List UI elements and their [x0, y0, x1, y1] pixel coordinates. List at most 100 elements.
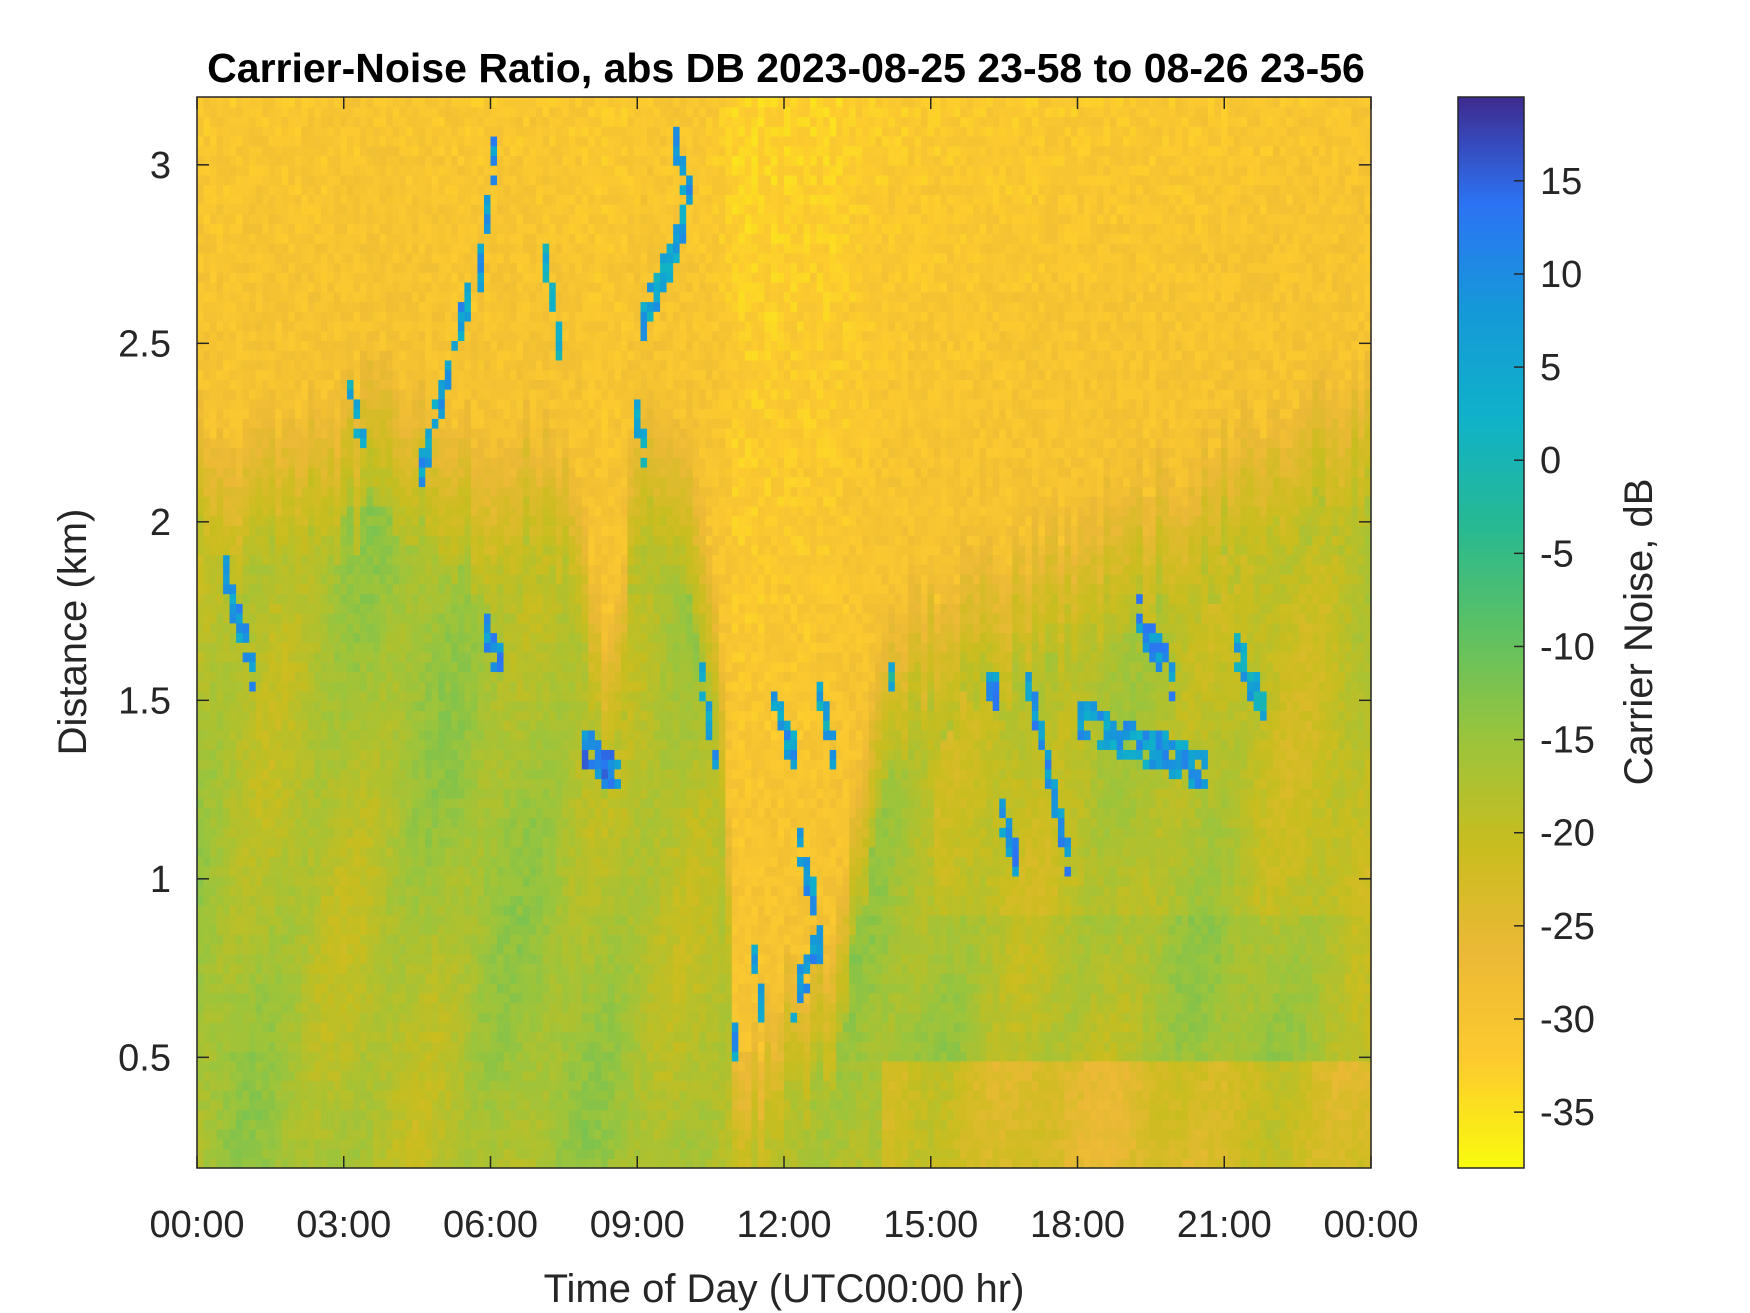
heatmap-cell [425, 827, 433, 838]
heatmap-cell [438, 632, 446, 643]
heatmap-cell [418, 622, 426, 634]
heatmap-cell [236, 1148, 244, 1159]
heatmap-cell [425, 817, 433, 828]
heatmap-cell [431, 827, 439, 838]
heatmap-cell [275, 145, 283, 157]
heatmap-cell [399, 934, 407, 945]
heatmap-cell [386, 720, 394, 731]
heatmap-cell [320, 642, 329, 653]
heatmap-cell [405, 486, 413, 497]
heatmap-cell [379, 788, 387, 799]
heatmap-cell [268, 651, 276, 663]
heatmap-cell [307, 174, 315, 186]
heatmap-cell [288, 369, 296, 380]
heatmap-cell [399, 1138, 407, 1150]
heatmap-cell [386, 1080, 394, 1091]
heatmap-cell [275, 963, 283, 974]
heatmap-cell [366, 252, 374, 264]
heatmap-cell [255, 428, 263, 439]
heatmap-cell [255, 593, 263, 604]
heatmap-cell [229, 963, 237, 974]
heatmap-cell [470, 515, 479, 526]
heatmap-cell [242, 535, 250, 546]
heatmap-cell [242, 174, 250, 186]
heatmap-cell [197, 369, 205, 380]
heatmap-cell [444, 544, 452, 556]
heatmap-cell [399, 885, 407, 896]
heatmap-cell [457, 554, 466, 565]
heatmap-cell [288, 272, 296, 283]
heatmap-cell [327, 690, 335, 702]
heatmap-cell [340, 291, 348, 303]
heatmap-cell [464, 1129, 472, 1140]
heatmap-cell [379, 866, 387, 877]
heatmap-cell [477, 749, 485, 760]
heatmap-cell [327, 126, 335, 137]
heatmap-cell [307, 593, 315, 604]
heatmap-cell [425, 243, 433, 254]
heatmap-cell [464, 1012, 472, 1023]
heatmap-cell [353, 934, 361, 945]
heatmap-cell [483, 622, 492, 634]
heatmap-cell [470, 535, 479, 546]
heatmap-cell [262, 671, 270, 682]
heatmap-cell [268, 350, 276, 361]
heatmap-cell [412, 330, 420, 342]
heatmap-cell [425, 836, 433, 848]
heatmap-cell [216, 359, 224, 371]
heatmap-cell [223, 729, 231, 741]
heatmap-cell [353, 272, 361, 283]
heatmap-cell [268, 895, 276, 906]
heatmap-cell [360, 418, 368, 429]
heatmap-cell [444, 554, 452, 565]
heatmap-cell [294, 671, 302, 682]
heatmap-cell [268, 905, 276, 916]
heatmap-cell [425, 875, 433, 887]
heatmap-cell [275, 681, 283, 692]
heatmap-cell [386, 389, 394, 400]
heatmap-cell [262, 934, 270, 945]
heatmap-cell [464, 97, 472, 108]
chart-title: Carrier-Noise Ratio, abs DB 2023-08-25 2… [207, 45, 1365, 91]
heatmap-cell [347, 778, 355, 789]
heatmap-cell [386, 1158, 394, 1169]
heatmap-cell [210, 447, 218, 458]
heatmap-cell [327, 359, 335, 371]
heatmap-cell [327, 428, 335, 439]
heatmap-cell [229, 281, 237, 293]
heatmap-cell [399, 525, 407, 536]
heatmap-cell [405, 1158, 413, 1169]
heatmap-cell [242, 574, 250, 585]
heatmap-cell [451, 1080, 459, 1091]
heatmap-cell [327, 398, 335, 410]
heatmap-cell [386, 1031, 394, 1043]
heatmap-cell [307, 759, 315, 770]
heatmap-cell [431, 505, 439, 517]
heatmap-cell [288, 194, 296, 205]
heatmap-cell [425, 710, 433, 721]
heatmap-cell [490, 768, 498, 780]
heatmap-cell [360, 574, 368, 585]
heatmap-cell [320, 1070, 329, 1081]
heatmap-cell [333, 291, 342, 303]
heatmap-cell [216, 496, 224, 507]
heatmap-cell [379, 622, 387, 634]
heatmap-cell [360, 1158, 368, 1169]
heatmap-cell [366, 398, 374, 410]
heatmap-cell [223, 223, 231, 234]
heatmap-cell [386, 885, 394, 896]
heatmap-cell [373, 359, 381, 371]
heatmap-cell [262, 340, 270, 351]
heatmap-cell [216, 768, 224, 780]
heatmap-cell [327, 165, 335, 176]
heatmap-cell [333, 359, 342, 371]
heatmap-cell [412, 408, 420, 419]
heatmap-cell [360, 262, 368, 273]
heatmap-cell [477, 934, 485, 945]
heatmap-cell [451, 856, 459, 867]
heatmap-cell [360, 1021, 368, 1033]
heatmap-cell [490, 807, 498, 819]
heatmap-cell [236, 359, 244, 371]
heatmap-cell [275, 447, 283, 458]
heatmap-cell [262, 204, 270, 215]
